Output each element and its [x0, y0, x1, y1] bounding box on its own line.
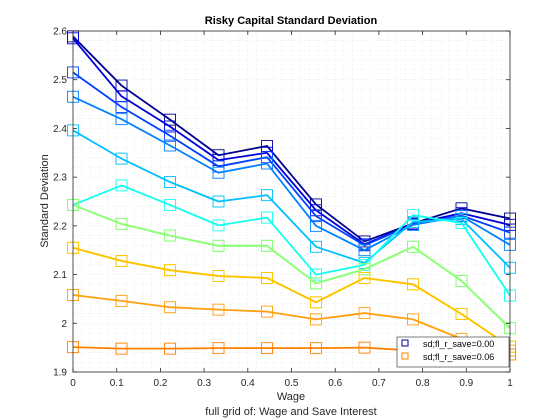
data-point-marker: [310, 219, 322, 232]
x-tick-label: 0.3: [197, 378, 211, 389]
y-tick-label: 2.1: [53, 270, 67, 281]
series-line: [72, 246, 511, 348]
legend-entry-first: sd;fl_r_save=0.00: [423, 339, 494, 349]
data-point-marker: [261, 305, 273, 318]
data-point-marker: [164, 301, 176, 314]
data-point-marker: [164, 139, 176, 152]
x-tick-label: 0.5: [285, 378, 299, 389]
y-tick-label: 2.4: [53, 124, 67, 135]
x-tick-label: 0.6: [328, 378, 342, 389]
legend: sd;fl_r_save=0.00 sd;fl_r_save=0.06: [396, 336, 510, 368]
series-line: [72, 184, 511, 297]
data-point-marker: [164, 120, 176, 133]
data-point-marker: [164, 229, 176, 242]
data-point-marker: [310, 296, 322, 309]
caption: full grid of: Wage and Save Interest: [205, 406, 376, 418]
data-point-marker: [407, 209, 419, 222]
data-point-marker: [261, 239, 273, 252]
data-point-marker: [358, 244, 371, 257]
y-tick-label: 2.2: [53, 221, 67, 232]
data-point-marker: [407, 313, 419, 326]
data-point-marker: [212, 239, 225, 252]
y-ticks: 1.9 2 2.1 2.2 2.3 2.4 2.5 2.6: [53, 27, 510, 379]
x-ticks: 0 0.1 0.2 0.3 0.4 0.5 0.6 0.7 0.8 0.9 1: [70, 31, 513, 389]
series-line: [72, 129, 511, 269]
data-point-marker: [358, 272, 371, 284]
data-point-marker: [455, 308, 468, 320]
data-point-marker: [310, 210, 322, 223]
data-point-marker: [455, 274, 468, 287]
chart-title: Risky Capital Standard Deviation: [205, 15, 378, 27]
data-point-marker: [115, 342, 128, 355]
data-point-marker: [407, 278, 419, 291]
y-tick-label: 2.5: [53, 75, 67, 86]
legend-marker-last: [401, 352, 409, 360]
data-point-marker: [212, 219, 225, 232]
data-point-marker: [358, 307, 371, 320]
data-point-marker: [164, 176, 176, 188]
data-point-marker: [261, 189, 273, 202]
x-tick-label: 0.1: [110, 378, 124, 389]
data-point-marker: [212, 195, 225, 208]
data-point-marker: [358, 341, 371, 354]
data-point-marker: [115, 101, 128, 113]
legend-marker-first: [401, 339, 409, 347]
data-point-marker: [261, 157, 273, 170]
legend-box: [396, 336, 510, 368]
data-point-marker: [455, 216, 468, 229]
series-group: [67, 30, 516, 361]
data-point-marker: [115, 254, 128, 267]
series-line: [72, 204, 511, 329]
data-point-marker: [164, 342, 176, 355]
data-point-marker: [115, 179, 128, 192]
x-tick-label: 0.9: [459, 378, 473, 389]
data-point-marker: [407, 240, 419, 253]
data-point-marker: [164, 129, 176, 142]
data-point-marker: [212, 303, 225, 316]
data-point-marker: [261, 272, 273, 284]
data-point-marker: [164, 113, 176, 126]
y-tick-label: 2: [61, 319, 67, 330]
data-point-marker: [164, 198, 176, 211]
data-point-marker: [115, 152, 128, 165]
x-tick-label: 1: [507, 378, 513, 389]
data-point-marker: [358, 263, 371, 276]
legend-entry-last: sd;fl_r_save=0.06: [423, 352, 494, 362]
data-point-marker: [310, 240, 322, 253]
y-tick-label: 2.6: [53, 27, 67, 38]
data-point-marker: [261, 342, 273, 355]
x-tick-label: 0.8: [416, 378, 430, 389]
data-point-marker: [164, 264, 176, 277]
data-point-marker: [310, 268, 322, 281]
data-point-marker: [310, 342, 322, 355]
x-tick-label: 0: [70, 378, 76, 389]
x-tick-label: 0.4: [241, 378, 255, 389]
y-tick-label: 2.3: [53, 173, 67, 184]
y-axis-label: Standard Deviation: [39, 154, 51, 248]
data-point-marker: [212, 166, 225, 179]
x-tick-label: 0.2: [153, 378, 167, 389]
x-axis-label: Wage: [277, 391, 305, 403]
series-line: [72, 294, 511, 352]
y-tick-label: 1.9: [53, 368, 67, 379]
x-tick-label: 0.7: [372, 378, 386, 389]
data-point-marker: [115, 217, 128, 230]
data-point-marker: [115, 113, 128, 126]
data-point-marker: [212, 270, 225, 282]
data-point-marker: [115, 294, 128, 307]
data-point-marker: [310, 313, 322, 326]
data-point-marker: [310, 277, 322, 290]
series-line: [72, 35, 511, 243]
data-point-marker: [212, 342, 225, 355]
data-point-marker: [261, 211, 273, 224]
